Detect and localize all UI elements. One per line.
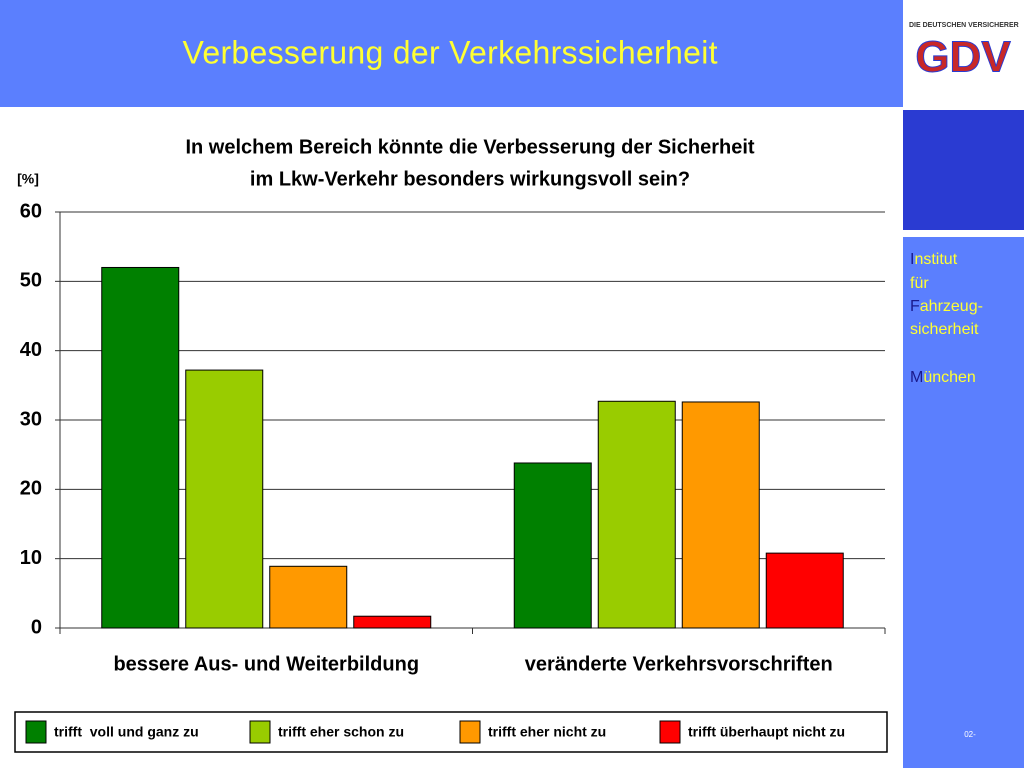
initial: F xyxy=(910,298,920,315)
legend-label: trifft eher schon zu xyxy=(278,724,404,740)
bar xyxy=(513,462,592,629)
x-tick-label: veränderte Verkehrsvorschriften xyxy=(525,653,833,675)
y-tick-label: 0 xyxy=(31,616,42,638)
legend-swatch xyxy=(459,720,481,744)
chart-title: In welchem Bereich könnte die Verbesseru… xyxy=(185,136,754,158)
legend-box xyxy=(14,711,888,753)
bar xyxy=(597,400,676,629)
header-band xyxy=(0,0,903,107)
y-tick-label: 30 xyxy=(20,408,42,430)
sidebar-line: sicherheit xyxy=(910,321,979,338)
sidebar-line: für xyxy=(910,275,929,292)
y-tick-label: 20 xyxy=(20,478,42,500)
logo-tagline: DIE DEUTSCHEN VERSICHERER xyxy=(909,22,1019,29)
legend-label: trifft überhaupt nicht zu xyxy=(688,724,845,740)
slide-title: Verbesserung der Verkehrssicherheit xyxy=(183,34,718,70)
page-number: 02- xyxy=(964,730,976,739)
legend-swatch xyxy=(249,720,271,744)
bar xyxy=(765,552,844,629)
legend-label: trifft eher nicht zu xyxy=(488,724,606,740)
bar xyxy=(681,401,760,629)
y-tick-label: 60 xyxy=(20,200,42,222)
bar xyxy=(269,565,348,629)
legend-label: trifft voll und ganz zu xyxy=(54,724,199,740)
text: ünchen xyxy=(923,369,976,386)
sidebar-line: Fahrzeug- xyxy=(910,298,983,315)
text: nstitut xyxy=(914,251,957,268)
initial: I xyxy=(910,251,914,268)
initial: M xyxy=(910,369,923,386)
text: ahrzeug- xyxy=(920,298,983,315)
sidebar-block xyxy=(903,110,1024,230)
legend-swatch xyxy=(659,720,681,744)
x-tick-label: bessere Aus- und Weiterbildung xyxy=(113,653,419,675)
y-tick-label: 50 xyxy=(20,270,42,292)
y-axis-label: [%] xyxy=(17,171,39,187)
y-tick-label: 10 xyxy=(20,547,42,569)
bar xyxy=(353,615,432,629)
chart-title: im Lkw-Verkehr besonders wirkungsvoll se… xyxy=(250,168,690,190)
bar xyxy=(101,266,180,629)
sidebar-band xyxy=(903,237,1024,768)
legend-swatch xyxy=(25,720,47,744)
sidebar-line: München xyxy=(910,369,976,386)
bar xyxy=(185,369,264,629)
y-tick-label: 40 xyxy=(20,339,42,361)
logo-mark: GDV xyxy=(915,33,1011,82)
sidebar-line: Institut xyxy=(910,251,958,268)
